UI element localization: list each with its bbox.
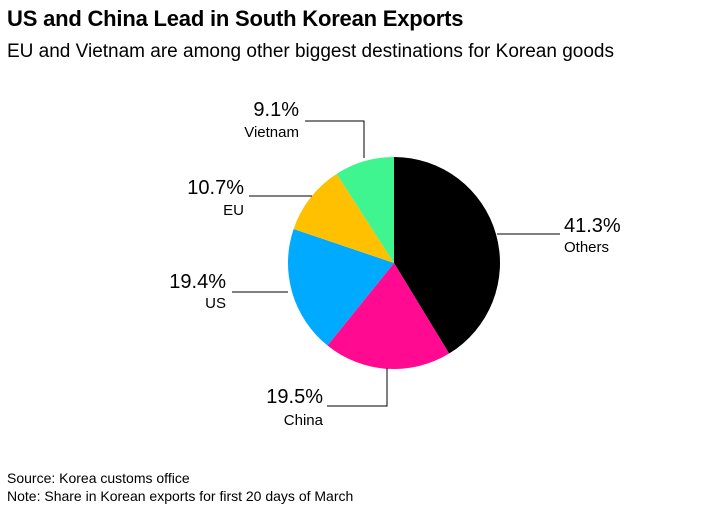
pie-slice-others (394, 157, 500, 354)
slice-category-label: US (205, 295, 226, 312)
slice-category-label: China (284, 412, 324, 429)
chart-footer: Source: Korea customs office Note: Share… (7, 469, 353, 505)
leader-lines (232, 120, 560, 407)
leader-line-vietnam (305, 120, 365, 158)
chart-subtitle: EU and Vietnam are among other biggest d… (7, 41, 614, 62)
slice-value-label: 41.3% (564, 215, 621, 237)
slice-value-label: 19.5% (266, 386, 323, 408)
slice-value-label: 19.4% (169, 271, 226, 293)
slice-category-label: Vietnam (244, 124, 299, 141)
footnote: Note: Share in Korean exports for first … (7, 488, 354, 504)
pie-slice-vietnam (336, 157, 394, 263)
slice-value-label: 10.7% (187, 177, 244, 199)
pie-slice-eu (293, 173, 394, 263)
slice-category-label: EU (223, 202, 244, 219)
pie-slice-china (327, 263, 450, 370)
pie-slices (288, 157, 500, 370)
slice-label-eu: 10.7% EU (187, 177, 244, 219)
slice-label-china: 19.5% China (266, 386, 323, 429)
slice-label-vietnam: 9.1% Vietnam (244, 99, 299, 141)
leader-line-china (327, 368, 388, 407)
source-note: Source: Korea customs office (7, 470, 190, 486)
slice-value-label: 9.1% (253, 99, 299, 121)
slice-category-label: Others (564, 239, 609, 256)
pie-slice-us (288, 228, 394, 346)
slice-label-others: 41.3% Others (564, 215, 621, 256)
chart-title: US and China Lead in South Korean Export… (7, 6, 464, 31)
slice-label-us: 19.4% US (169, 271, 226, 312)
